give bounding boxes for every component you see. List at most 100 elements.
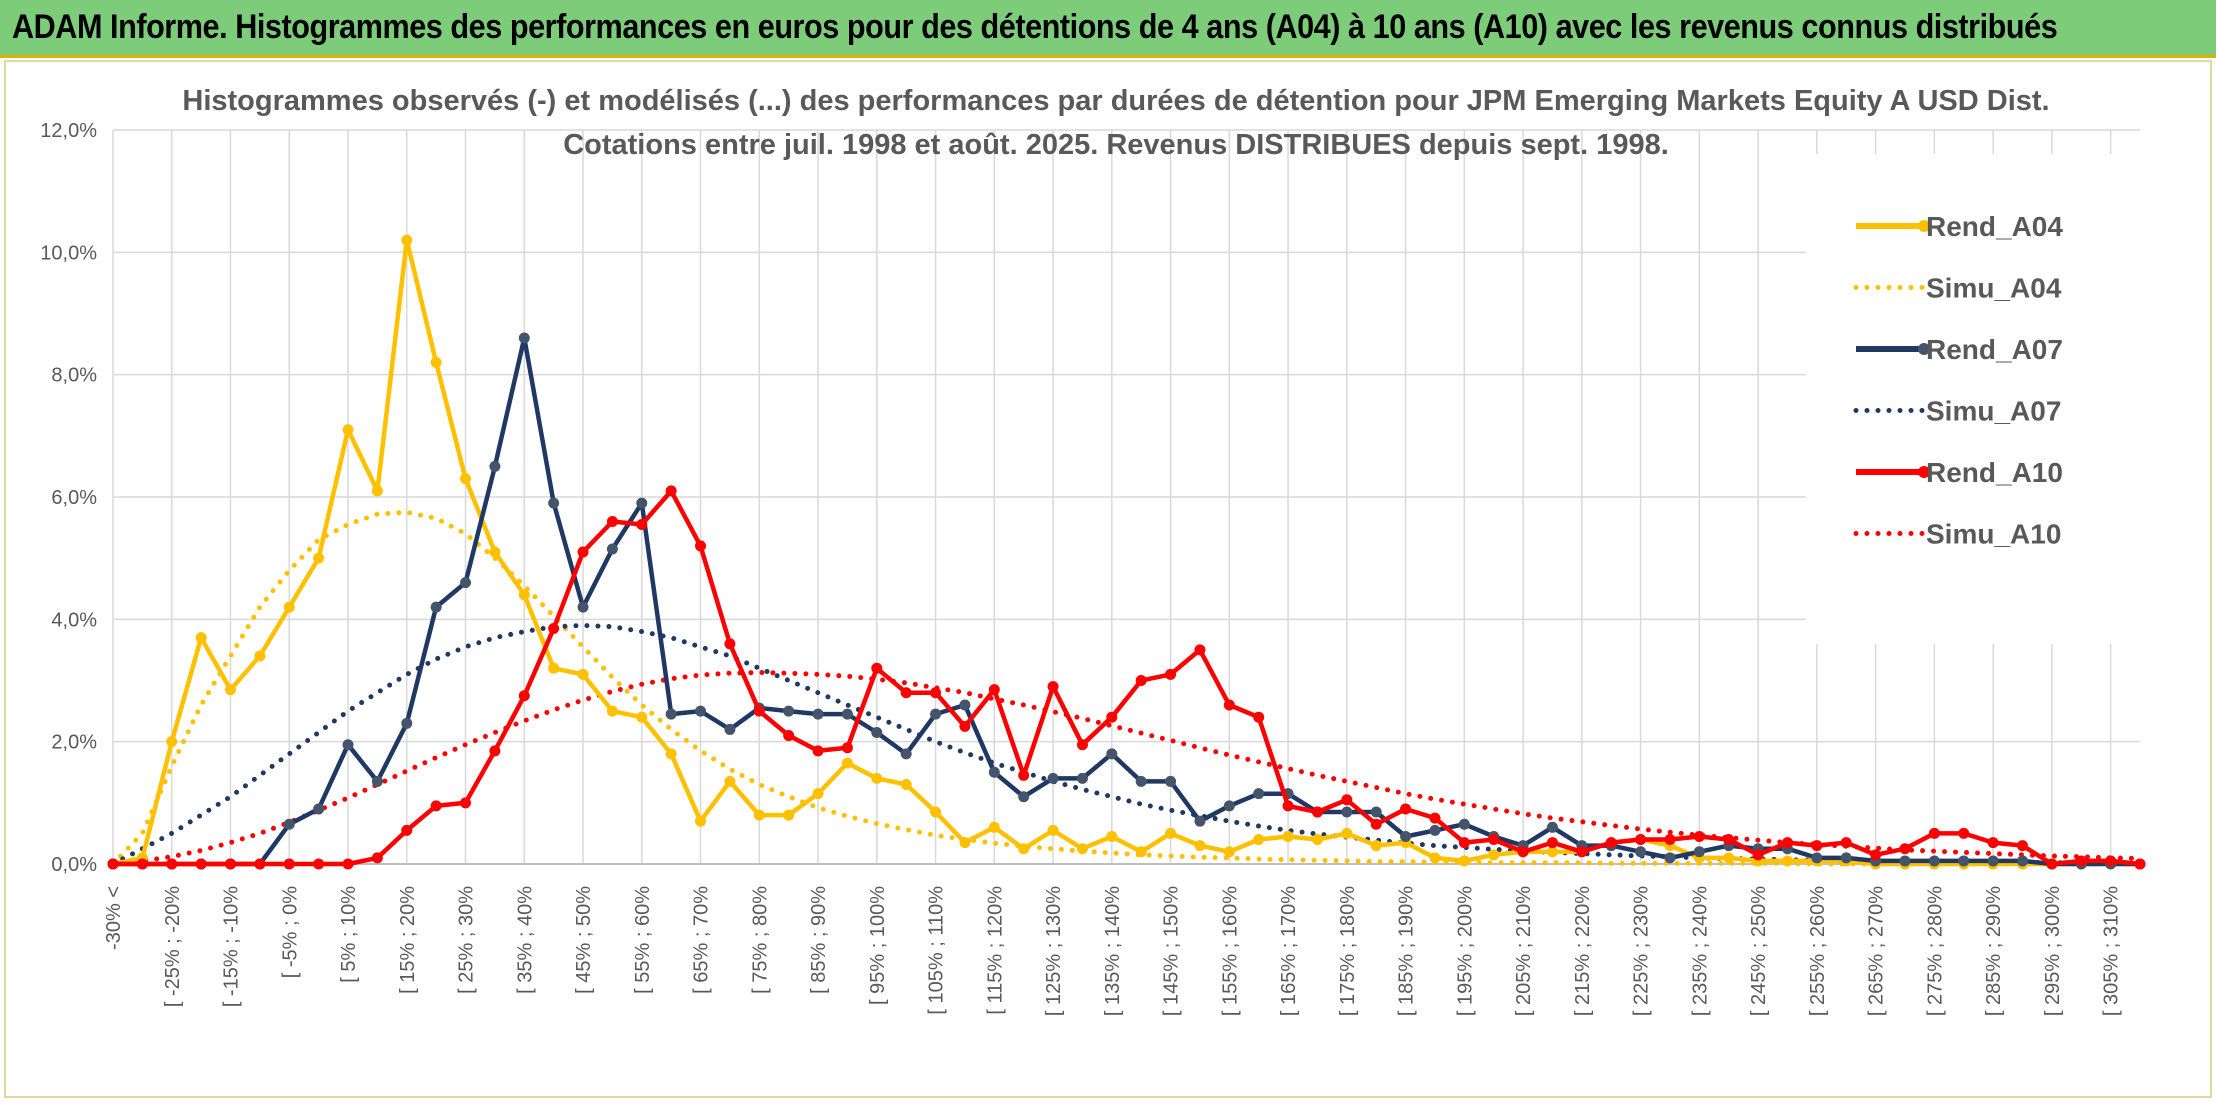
data-point <box>606 515 618 527</box>
data-point <box>1135 675 1147 686</box>
data-point <box>1546 837 1558 849</box>
data-point <box>1458 818 1470 830</box>
data-point <box>871 772 883 784</box>
y-tick-label: 4,0% <box>51 609 97 631</box>
data-point <box>1693 830 1705 842</box>
x-tick-label: [ 145% ; 150% <box>1161 886 1183 1016</box>
data-point <box>2046 858 2058 870</box>
data-point <box>1723 852 1735 864</box>
legend-label: Rend_A04 <box>1926 211 2063 242</box>
data-point <box>1106 748 1118 760</box>
x-tick-label: [ 255% ; 260% <box>1807 886 1829 1016</box>
data-point <box>1928 855 1940 867</box>
data-point <box>1311 834 1323 846</box>
data-point <box>1546 821 1558 833</box>
data-point <box>724 723 736 735</box>
x-tick-label: [ 215% ; 220% <box>1572 886 1594 1016</box>
data-point <box>460 473 472 485</box>
chart-area: Histogrammes observés (-) et modélisés (… <box>4 60 2212 1098</box>
performance-histogram-chart: Histogrammes observés (-) et modélisés (… <box>40 85 2146 1016</box>
data-point <box>254 650 266 662</box>
data-point <box>1018 843 1030 855</box>
data-point <box>812 745 824 757</box>
data-point <box>1135 846 1147 858</box>
x-tick-label: [ -25% ; -20% <box>162 886 184 1007</box>
data-point <box>460 577 472 589</box>
y-tick-label: 6,0% <box>51 487 97 509</box>
data-point <box>401 717 413 729</box>
data-point <box>1400 803 1412 815</box>
x-tick-label: [ 175% ; 180% <box>1337 886 1359 1016</box>
data-point <box>1047 824 1059 836</box>
data-point <box>1341 794 1353 806</box>
data-point <box>166 858 178 870</box>
legend-item: Rend_A10 <box>1856 457 2063 488</box>
data-point <box>342 424 354 436</box>
data-point <box>401 824 413 836</box>
chart-title: Histogrammes observés (-) et modélisés (… <box>182 85 2049 117</box>
data-point <box>401 234 413 246</box>
data-point <box>1400 830 1412 842</box>
data-point <box>1370 818 1382 830</box>
legend-marker <box>1918 466 1930 478</box>
data-point <box>1811 840 1823 852</box>
data-point <box>342 739 354 751</box>
data-point <box>283 858 295 870</box>
data-point <box>1253 788 1265 800</box>
data-point <box>665 485 677 497</box>
data-point <box>1488 834 1500 846</box>
x-tick-label: [ 135% ; 140% <box>1102 886 1124 1016</box>
data-point <box>783 730 795 742</box>
legend-label: Rend_A10 <box>1926 457 2063 488</box>
data-point <box>107 858 119 870</box>
series-line <box>110 509 2143 867</box>
legend-label: Simu_A04 <box>1926 273 2062 304</box>
data-point <box>1781 837 1793 849</box>
data-point <box>166 736 178 748</box>
x-tick-label: -30% < <box>103 886 125 950</box>
data-point <box>1811 852 1823 864</box>
x-tick-label: [ 85% ; 90% <box>808 886 830 994</box>
data-point <box>636 497 648 509</box>
x-tick-label: [ 165% ; 170% <box>1278 886 1300 1016</box>
data-point <box>1282 800 1294 812</box>
data-point <box>1429 812 1441 824</box>
data-point <box>1546 846 1558 858</box>
series-line <box>110 622 2143 867</box>
x-tick-label: [ 115% ; 120% <box>984 886 1006 1015</box>
data-point <box>1840 837 1852 849</box>
data-point <box>1987 855 1999 867</box>
data-point <box>1723 834 1735 846</box>
data-point <box>930 687 942 699</box>
data-point <box>254 858 266 870</box>
x-tick-label: [ 285% ; 290% <box>1983 886 2005 1016</box>
data-point <box>489 460 501 472</box>
data-point <box>1458 837 1470 849</box>
data-point <box>1282 830 1294 842</box>
data-point <box>1194 815 1206 827</box>
data-point <box>2134 858 2146 870</box>
data-point <box>2105 855 2117 867</box>
data-point <box>783 705 795 717</box>
data-point <box>489 546 501 558</box>
data-point <box>900 748 912 760</box>
data-point <box>724 638 736 650</box>
data-point <box>313 858 325 870</box>
data-point <box>1165 668 1177 680</box>
data-point <box>841 757 853 769</box>
legend-marker <box>1918 220 1930 232</box>
data-point <box>1047 681 1059 693</box>
data-point <box>2075 855 2087 867</box>
data-point <box>225 684 237 696</box>
y-tick-label: 8,0% <box>51 365 97 387</box>
x-tick-label: [ -15% ; -10% <box>221 886 243 1007</box>
data-point <box>1752 849 1764 861</box>
data-point <box>577 546 589 558</box>
data-point <box>1635 846 1647 858</box>
data-point <box>812 788 824 800</box>
data-point <box>724 775 736 787</box>
data-point <box>900 778 912 790</box>
legend-label: Rend_A07 <box>1926 334 2063 365</box>
data-point <box>900 687 912 699</box>
